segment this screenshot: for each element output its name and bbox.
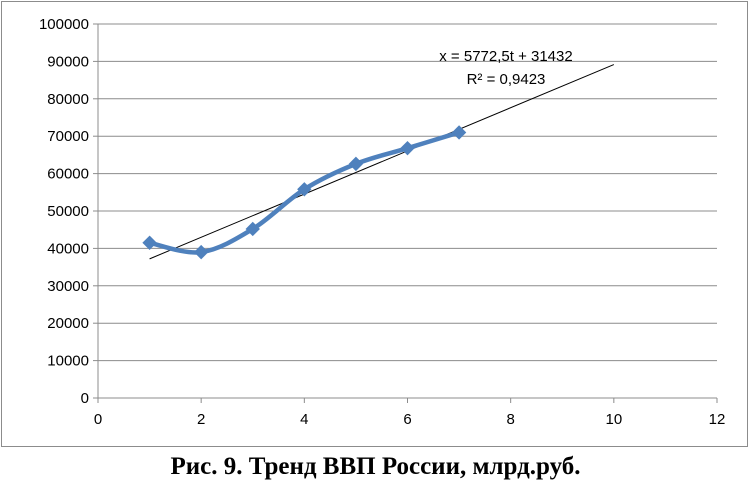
y-tick-label: 40000 [47,240,89,257]
x-tick-label: 4 [300,411,308,428]
data-point-marker [348,156,364,172]
figure-caption: Рис. 9. Тренд ВВП России, млрд.руб. [170,453,581,480]
x-tick-label: 6 [403,411,411,428]
y-tick-label: 90000 [47,53,89,70]
trendline-r-squared: R² = 0,9423 [467,71,546,88]
x-tick-label: 0 [94,411,102,428]
y-tick-label: 20000 [47,315,89,332]
trend-layer [149,64,615,260]
y-tick-label: 10000 [47,353,89,370]
y-tick-label: 30000 [47,278,89,295]
y-tick-label: 60000 [47,166,89,183]
y-tick-label: 50000 [47,203,89,220]
y-tick-label: 70000 [47,128,89,145]
grid-layer [98,23,717,362]
x-tick-label: 8 [506,411,514,428]
trend-chart: 0 10000 20000 30000 40000 50000 60000 70000 8000… [39,16,725,428]
y-tick-label: 100000 [39,16,89,33]
data-point-marker [400,140,415,156]
linear-trendline [149,64,615,260]
chart-frame: 0 10000 20000 30000 40000 50000 60000 70000 8000… [1,1,748,447]
data-point-marker [245,221,260,237]
data-point-marker [297,182,312,197]
x-tick-label: 12 [709,411,726,428]
data-point-marker [142,235,157,250]
series-layer [142,125,467,260]
x-tick-label: 10 [605,411,622,428]
x-tick-label: 2 [197,411,205,428]
trendline-equation: x = 5772,5t + 31432 [439,48,572,65]
data-point-marker [193,244,209,260]
y-tick-label: 80000 [47,91,89,108]
axis-layer: 0 10000 20000 30000 40000 50000 60000 70000 8000… [39,16,725,428]
data-point-marker [451,125,467,140]
y-tick-label: 0 [81,390,89,407]
